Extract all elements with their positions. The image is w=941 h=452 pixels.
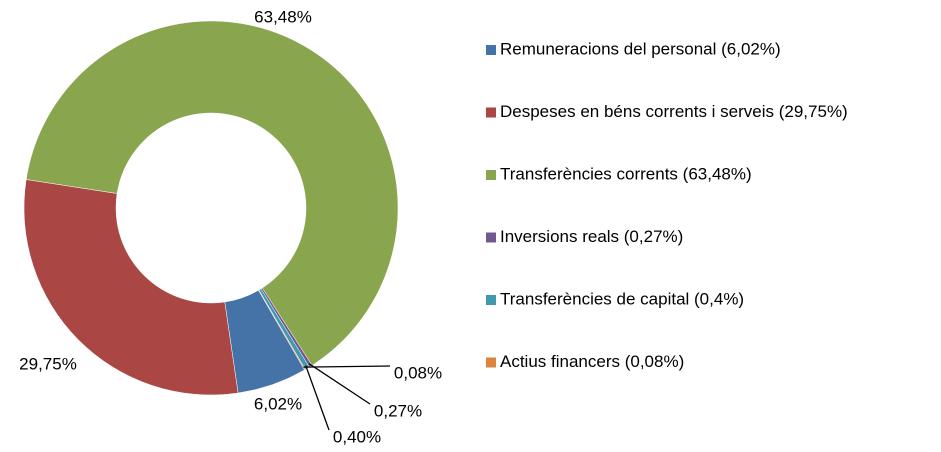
leader-line: [303, 365, 391, 368]
leader-line: [308, 363, 371, 405]
legend-label: Transferències corrents (63,48%): [500, 164, 752, 183]
legend-swatch: [486, 170, 496, 180]
data-label: 63,48%: [254, 7, 312, 26]
legend-swatch: [486, 45, 496, 55]
legend-swatch: [486, 232, 496, 243]
legend-label: Transferències de capital (0,4%): [500, 289, 744, 308]
legend-label: Actius financers (0,08%): [500, 352, 684, 371]
legend-swatch: [486, 107, 496, 118]
data-label: 0,27%: [374, 401, 422, 420]
data-label: 0,08%: [394, 363, 442, 382]
data-label: 6,02%: [254, 394, 302, 413]
data-label: 29,75%: [19, 354, 77, 373]
leader-line: [305, 365, 330, 431]
legend-label: Inversions reals (0,27%): [500, 227, 683, 246]
donut-slice: [258, 289, 306, 371]
legend-label: Despeses en béns corrents i serveis (29,…: [500, 102, 848, 121]
data-label: 0,40%: [333, 427, 381, 446]
donut-slice: [23, 179, 239, 396]
donut-slice: [25, 20, 399, 366]
legend-label: Remuneracions del personal (6,02%): [500, 39, 781, 58]
legend-swatch: [486, 357, 496, 368]
legend-swatch: [486, 295, 496, 305]
